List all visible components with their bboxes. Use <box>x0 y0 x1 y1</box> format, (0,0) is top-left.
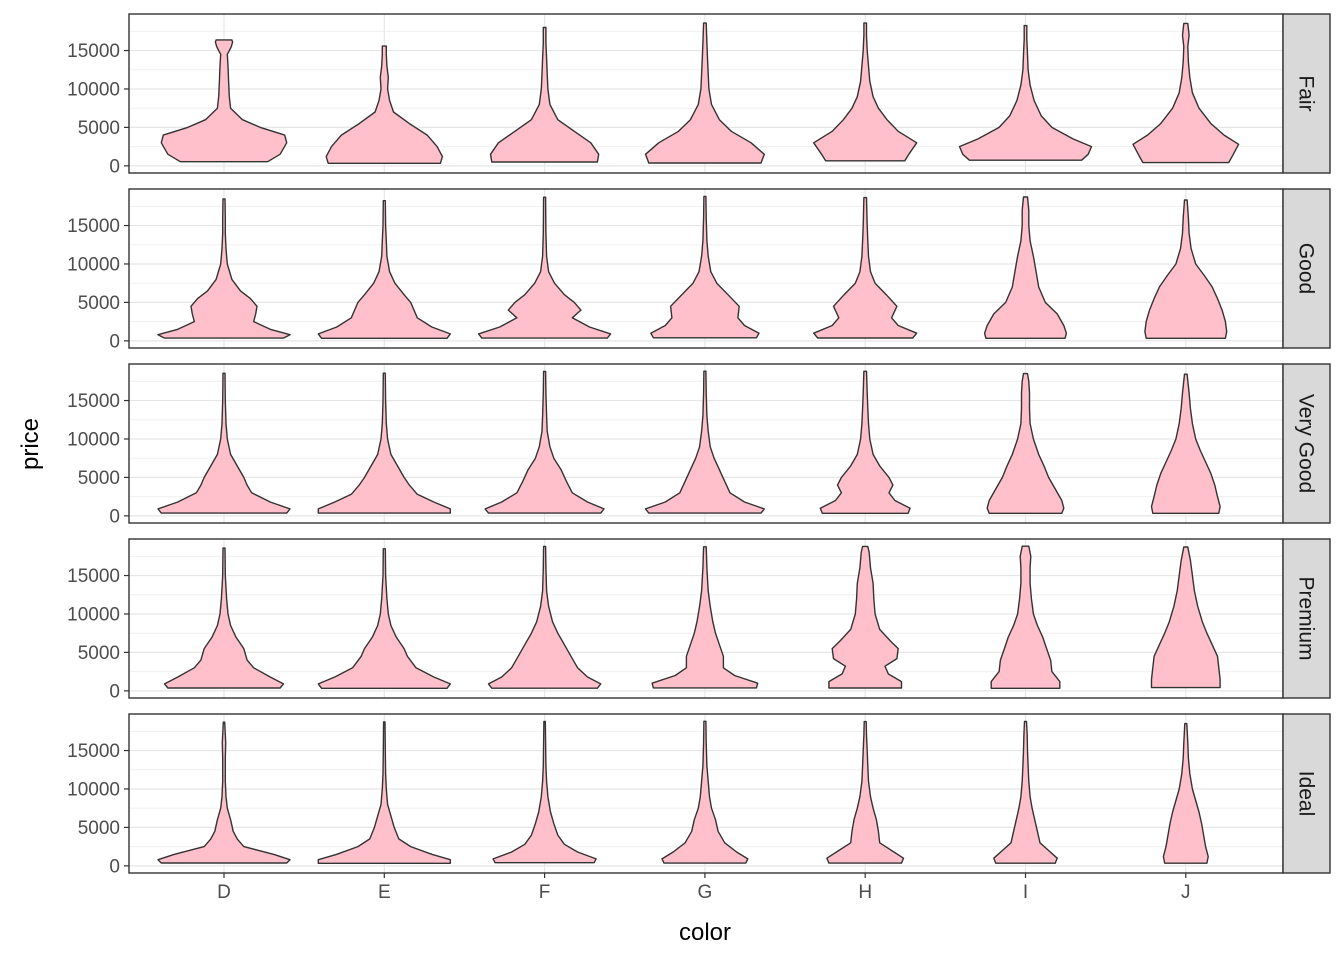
facet-strip-label: Good <box>1295 243 1318 294</box>
violin-J <box>1150 373 1221 514</box>
facet-panel: 0 5000 10000 15000 Good <box>67 188 1331 352</box>
facet-panels: 0 5000 10000 15000 Fair 0 5000 10000 15000 Good 0 5… <box>67 13 1331 877</box>
facet-panel: 0 5000 10000 15000 Very Good <box>67 363 1331 527</box>
y-axis-title: price <box>17 418 44 470</box>
facet-panel: 0 5000 10000 15000 Fair <box>67 13 1331 177</box>
facet-strip <box>1282 13 1331 174</box>
violin-E <box>317 372 451 514</box>
facet-strip <box>1282 713 1331 874</box>
violin-D <box>157 721 291 864</box>
violin-J <box>1144 199 1228 339</box>
y-tick-label: 15000 <box>67 216 120 237</box>
y-tick-label: 5000 <box>78 468 120 489</box>
y-tick-label: 10000 <box>67 254 120 275</box>
violin-G <box>650 195 760 339</box>
y-tick-label: 0 <box>109 331 120 352</box>
y-tick-label: 0 <box>109 856 120 877</box>
x-tick-label: H <box>858 882 872 903</box>
y-tick-label: 10000 <box>67 779 120 800</box>
y-tick-label: 5000 <box>78 118 120 139</box>
x-tick-label: E <box>378 882 391 903</box>
x-tick-label: D <box>217 882 231 903</box>
y-tick-label: 5000 <box>78 293 120 314</box>
y-tick-label: 15000 <box>67 741 120 762</box>
facet-panel: 0 5000 10000 15000 Ideal <box>67 713 1331 877</box>
facet-strip-label: Ideal <box>1295 771 1318 817</box>
y-tick-label: 10000 <box>67 429 120 450</box>
facet-strip-label: Fair <box>1295 75 1318 111</box>
x-tick-label: I <box>1023 882 1028 903</box>
violin-E <box>325 45 444 164</box>
violin-D <box>157 372 291 514</box>
facet-strip <box>1282 188 1331 349</box>
violin-I <box>983 196 1068 339</box>
facet-strip <box>1282 363 1331 524</box>
violin-I <box>958 24 1093 161</box>
y-tick-label: 10000 <box>67 79 120 100</box>
violin-H <box>813 22 918 162</box>
violin-F <box>489 26 600 163</box>
violin-F <box>487 545 602 689</box>
y-tick-label: 10000 <box>67 604 120 625</box>
violin-E <box>317 721 451 864</box>
violin-H <box>813 196 918 339</box>
y-tick-label: 5000 <box>78 818 120 839</box>
violin-I <box>986 372 1065 514</box>
violin-I <box>990 545 1061 689</box>
violin-J <box>1162 722 1209 864</box>
violin-F <box>484 370 605 514</box>
violin-E <box>317 200 451 339</box>
x-tick-label: F <box>539 882 551 903</box>
violin-G <box>644 370 765 514</box>
y-tick-label: 0 <box>109 681 120 702</box>
y-tick-label: 5000 <box>78 643 120 664</box>
violin-J <box>1132 22 1240 164</box>
violin-E <box>317 548 451 689</box>
violin-H <box>828 545 903 689</box>
violin-G <box>651 546 759 689</box>
x-axis-title: color <box>679 919 731 946</box>
violin-I <box>993 720 1058 864</box>
violin-F <box>492 720 597 864</box>
violin-G <box>661 720 749 864</box>
y-tick-label: 15000 <box>67 391 120 412</box>
facet-strip <box>1282 538 1331 699</box>
y-tick-label: 0 <box>109 156 120 177</box>
x-tick-label: G <box>698 882 713 903</box>
violin-H <box>826 720 905 864</box>
facet-strip-label: Very Good <box>1295 394 1318 493</box>
x-axis: D E F G H I J <box>217 873 1191 903</box>
facet-strip-label: Premium <box>1295 576 1318 660</box>
violin-D <box>163 547 285 689</box>
facet-panel: 0 5000 10000 15000 Premium <box>67 538 1331 702</box>
y-tick-label: 15000 <box>67 566 120 587</box>
violin-D <box>157 198 291 339</box>
violin-J <box>1150 546 1221 689</box>
violin-G <box>644 22 765 164</box>
violin-D <box>160 39 288 163</box>
y-tick-label: 15000 <box>67 41 120 62</box>
y-tick-label: 0 <box>109 506 120 527</box>
violin-F <box>477 196 612 339</box>
violin-H <box>819 370 911 514</box>
x-tick-label: J <box>1181 882 1191 903</box>
